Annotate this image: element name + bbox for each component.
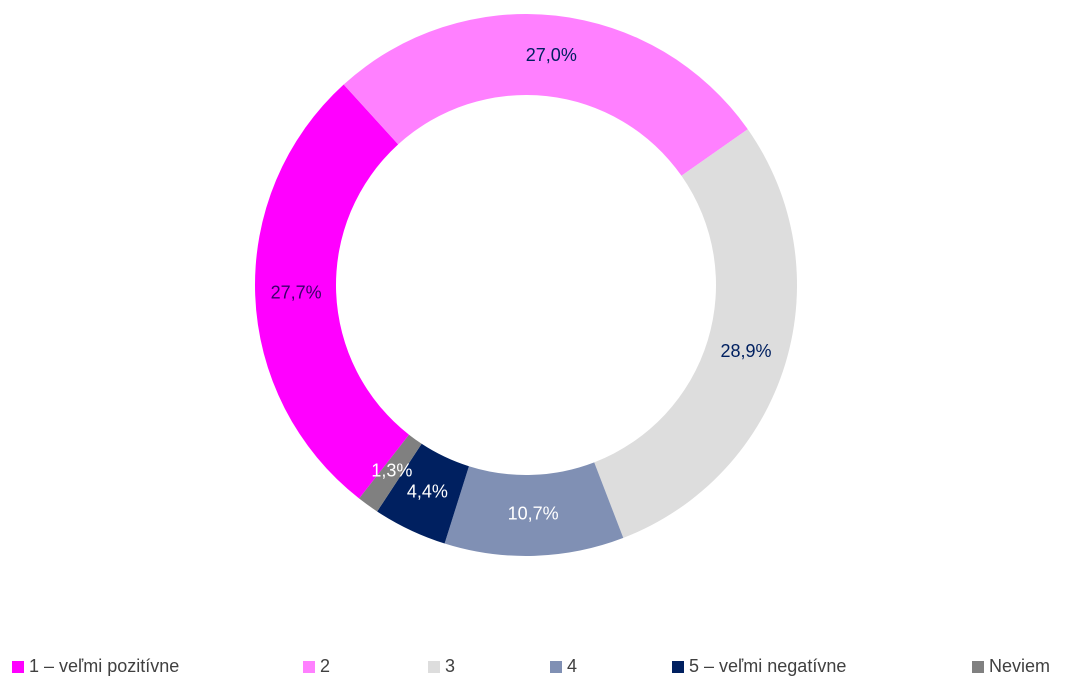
legend-swatch: [303, 661, 315, 673]
data-label: 27,7%: [271, 282, 322, 302]
legend-label: 2: [320, 656, 330, 676]
donut-segment: [359, 434, 422, 512]
legend-swatch: [972, 661, 984, 673]
legend-swatch: [550, 661, 562, 673]
legend-swatch: [672, 661, 684, 673]
legend-swatch: [12, 661, 24, 673]
donut-segment: [254, 84, 410, 499]
data-label: 27,0%: [526, 45, 577, 65]
donut-segment: [594, 129, 798, 538]
donut-segment: [343, 14, 748, 176]
data-label: 28,9%: [720, 341, 771, 361]
donut-segment: [444, 462, 624, 557]
data-label: 1,3%: [371, 461, 412, 481]
data-label: 10,7%: [508, 504, 559, 524]
data-label: 4,4%: [407, 482, 448, 502]
legend-label: Neviem: [989, 656, 1050, 676]
legend-swatch: [428, 661, 440, 673]
donut-segment: [377, 443, 469, 544]
legend-label: 3: [445, 656, 455, 676]
legend-label: 4: [567, 656, 577, 676]
legend-label: 5 – veľmi negatívne: [689, 656, 846, 676]
legend-label: 1 – veľmi pozitívne: [29, 656, 179, 676]
